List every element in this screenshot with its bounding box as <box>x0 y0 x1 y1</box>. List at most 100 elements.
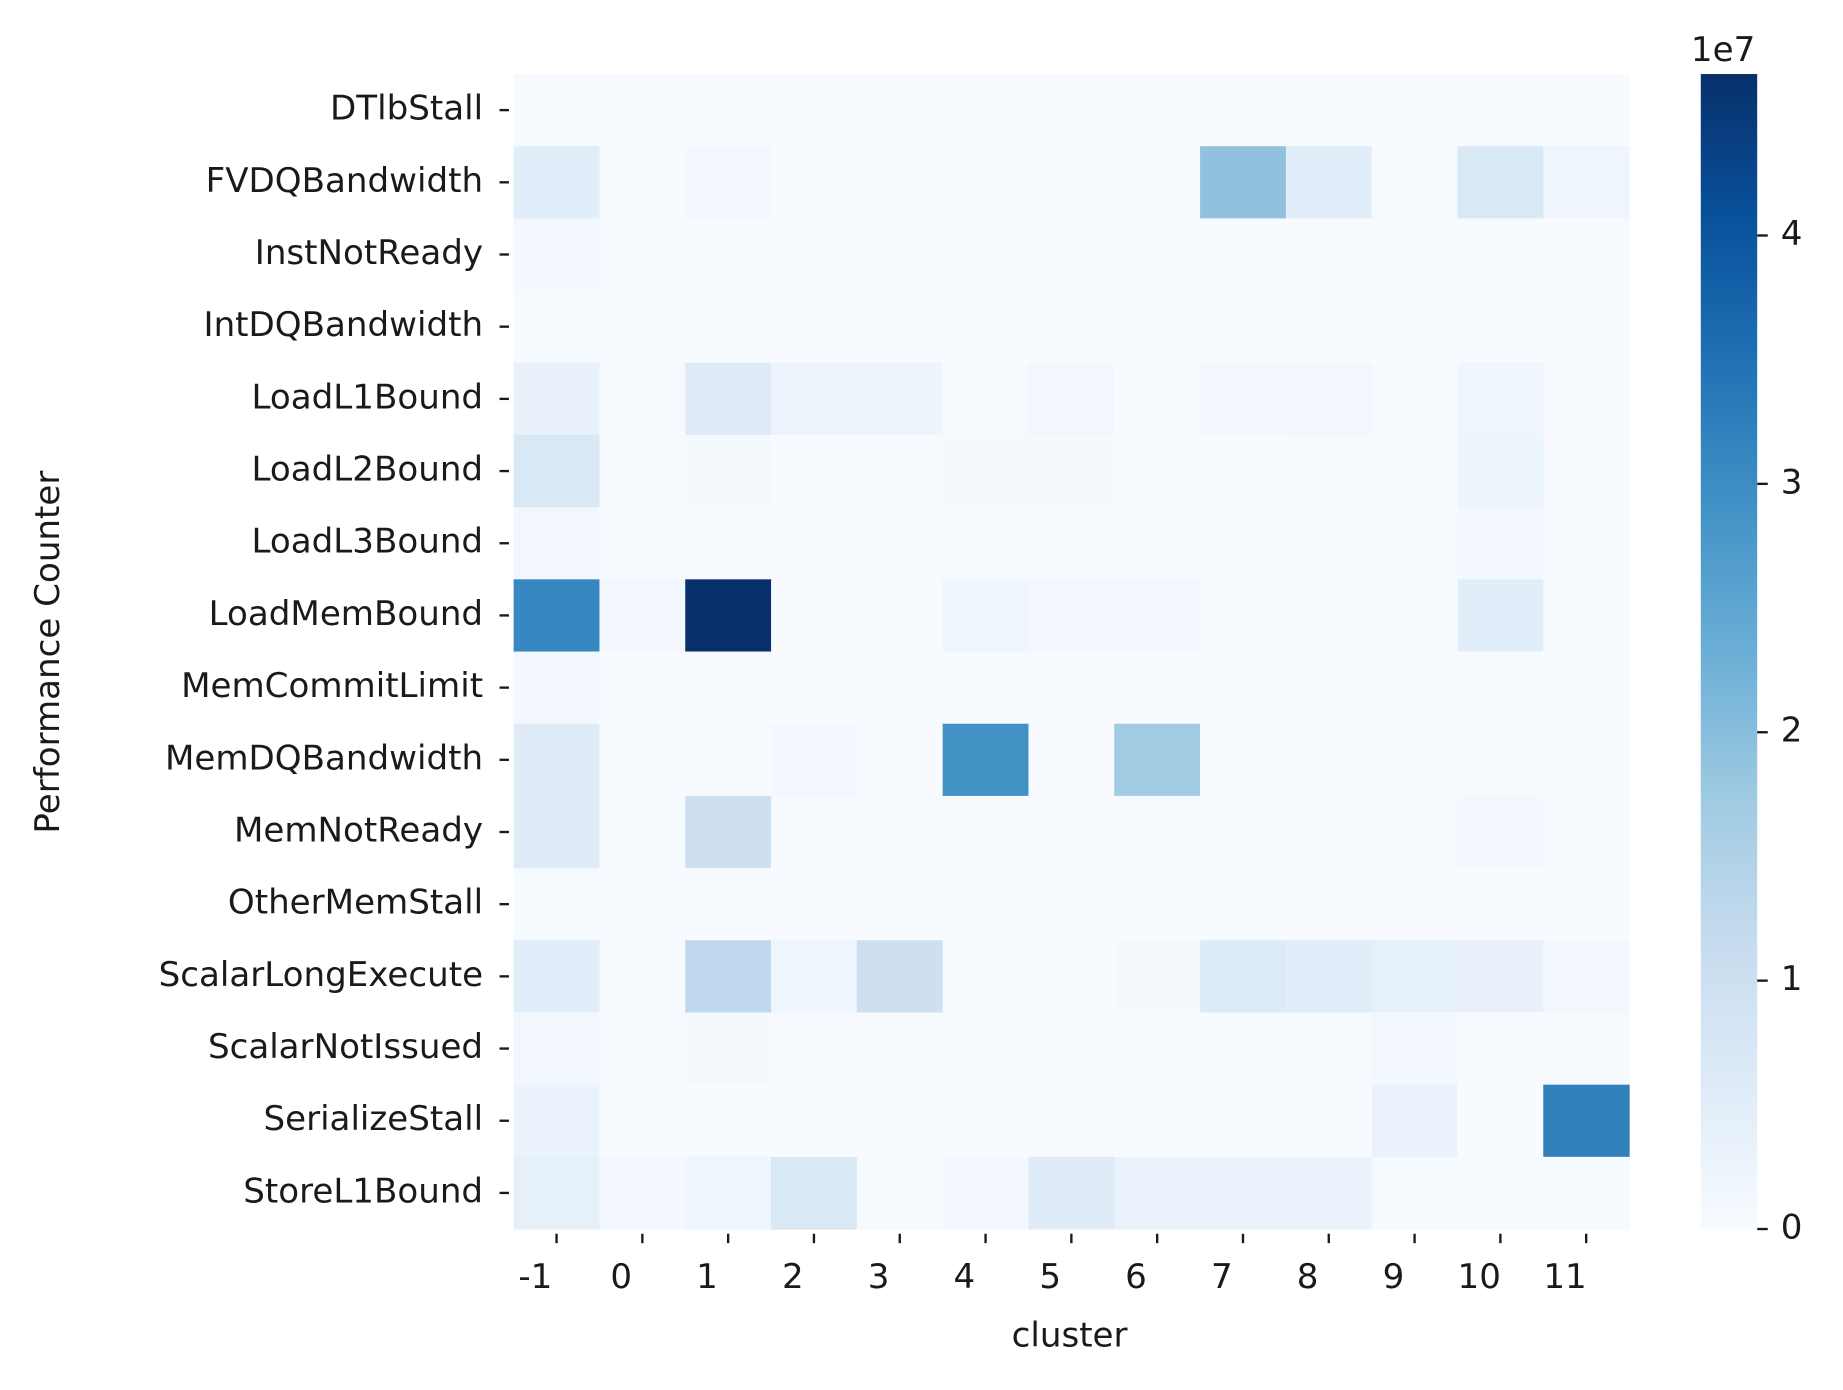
heatmap-cell <box>513 1012 601 1086</box>
heatmap-cell <box>1114 723 1201 797</box>
y-tick-label: IntDQBandwidth <box>204 305 484 345</box>
heatmap-cell <box>1543 795 1630 869</box>
heatmap-cell <box>856 434 944 508</box>
heatmap-cell <box>856 723 944 797</box>
heatmap-cell <box>771 795 858 869</box>
heatmap-cell <box>1200 940 1287 1014</box>
x-tick-label: 11 <box>1543 1257 1586 1297</box>
heatmap-cell <box>771 1084 858 1158</box>
heatmap-cell <box>771 723 858 797</box>
heatmap-cell <box>1543 218 1630 292</box>
heatmap-cell <box>1114 434 1201 508</box>
heatmap-cell <box>513 579 601 653</box>
colorbar-tick-label: 0 <box>1781 1208 1803 1248</box>
y-tick-label: MemCommitLimit <box>181 666 483 706</box>
heatmap-cell <box>1285 868 1373 941</box>
y-tick-label: InstNotReady <box>255 233 483 273</box>
heatmap-cell <box>599 651 686 725</box>
heatmap-cell <box>771 507 858 580</box>
y-tick-label: OtherMemStall <box>228 883 483 923</box>
heatmap-cell <box>771 579 858 653</box>
heatmap-cell <box>1285 1012 1373 1086</box>
heatmap-cell <box>771 434 858 508</box>
heatmap-cell <box>1200 218 1287 292</box>
heatmap-cell <box>1028 723 1115 797</box>
heatmap-cell <box>513 362 601 436</box>
heatmap-cell <box>1200 1156 1287 1230</box>
heatmap-cell <box>771 290 858 364</box>
colorbar-offset: 1e7 <box>1691 30 1755 70</box>
heatmap-cell <box>942 651 1030 725</box>
heatmap-cell <box>1543 579 1630 653</box>
heatmap-cell <box>685 74 772 147</box>
heatmap-cell <box>942 74 1030 147</box>
heatmap-cell <box>1457 1156 1544 1230</box>
heatmap-cell <box>856 940 944 1014</box>
heatmap-cell <box>942 507 1030 580</box>
heatmap-cell <box>942 434 1030 508</box>
heatmap-cell <box>599 940 686 1014</box>
heatmap-cell <box>1457 651 1544 725</box>
heatmap-cell <box>685 290 772 364</box>
heatmap-cell <box>685 1156 772 1230</box>
heatmap-cell <box>1200 362 1287 436</box>
heatmap-cell <box>856 795 944 869</box>
heatmap-cell <box>1543 507 1630 580</box>
heatmap-cell <box>513 868 601 941</box>
heatmap-cell <box>1371 434 1459 508</box>
heatmap-cell <box>1200 290 1287 364</box>
heatmap-cell <box>942 1012 1030 1086</box>
y-tick-label: StoreL1Bound <box>243 1171 483 1211</box>
heatmap-cell <box>1457 362 1544 436</box>
heatmap-cell <box>1285 651 1373 725</box>
y-tick-label: ScalarLongExecute <box>159 955 483 995</box>
heatmap-cell <box>1371 940 1459 1014</box>
heatmap-cell <box>942 218 1030 292</box>
heatmap-cell <box>1114 290 1201 364</box>
heatmap-cell <box>771 74 858 147</box>
heatmap-cell <box>771 146 858 219</box>
x-tick-label: -1 <box>518 1257 552 1297</box>
heatmap-cell <box>1114 1156 1201 1230</box>
y-tick-label: DTlbStall <box>330 89 483 129</box>
heatmap-cell <box>1457 1084 1544 1158</box>
heatmap-cell <box>942 290 1030 364</box>
heatmap-cell <box>1114 362 1201 436</box>
y-tick-label: ScalarNotIssued <box>208 1027 483 1067</box>
x-tick-label: 7 <box>1211 1257 1233 1297</box>
heatmap-cell <box>513 651 601 725</box>
heatmap-cell <box>1200 507 1287 580</box>
heatmap-cell <box>1028 868 1115 941</box>
heatmap-cell <box>513 723 601 797</box>
heatmap-cell <box>1200 146 1287 219</box>
y-tick-label: MemDQBandwidth <box>165 738 483 778</box>
heatmap-cell <box>1371 146 1459 219</box>
heatmap-cell <box>685 507 772 580</box>
heatmap-cell <box>685 651 772 725</box>
heatmap-cell <box>856 290 944 364</box>
heatmap-cell <box>856 868 944 941</box>
heatmap-cell <box>1285 507 1373 580</box>
heatmap-cell <box>1114 1084 1201 1158</box>
y-tick-label: SerializeStall <box>263 1099 483 1139</box>
heatmap-cell <box>771 940 858 1014</box>
heatmap-cell <box>685 579 772 653</box>
heatmap-cell <box>1028 218 1115 292</box>
heatmap-cell <box>1285 290 1373 364</box>
x-tick-label: 3 <box>868 1257 890 1297</box>
colorbar-tick-label: 4 <box>1781 214 1803 254</box>
heatmap-cell <box>685 362 772 436</box>
heatmap-cell <box>599 218 686 292</box>
heatmap-cell <box>599 362 686 436</box>
heatmap-cell <box>856 1012 944 1086</box>
heatmap-cell <box>1543 1084 1630 1158</box>
heatmap-cell <box>1457 74 1544 147</box>
heatmap-cell <box>1371 74 1459 147</box>
heatmap-cell <box>942 868 1030 941</box>
heatmap-cell <box>685 434 772 508</box>
heatmap-cell <box>771 218 858 292</box>
heatmap-cell <box>1028 362 1115 436</box>
heatmap-cell <box>685 1084 772 1158</box>
heatmap-cell <box>771 1012 858 1086</box>
heatmap-cell <box>1114 146 1201 219</box>
